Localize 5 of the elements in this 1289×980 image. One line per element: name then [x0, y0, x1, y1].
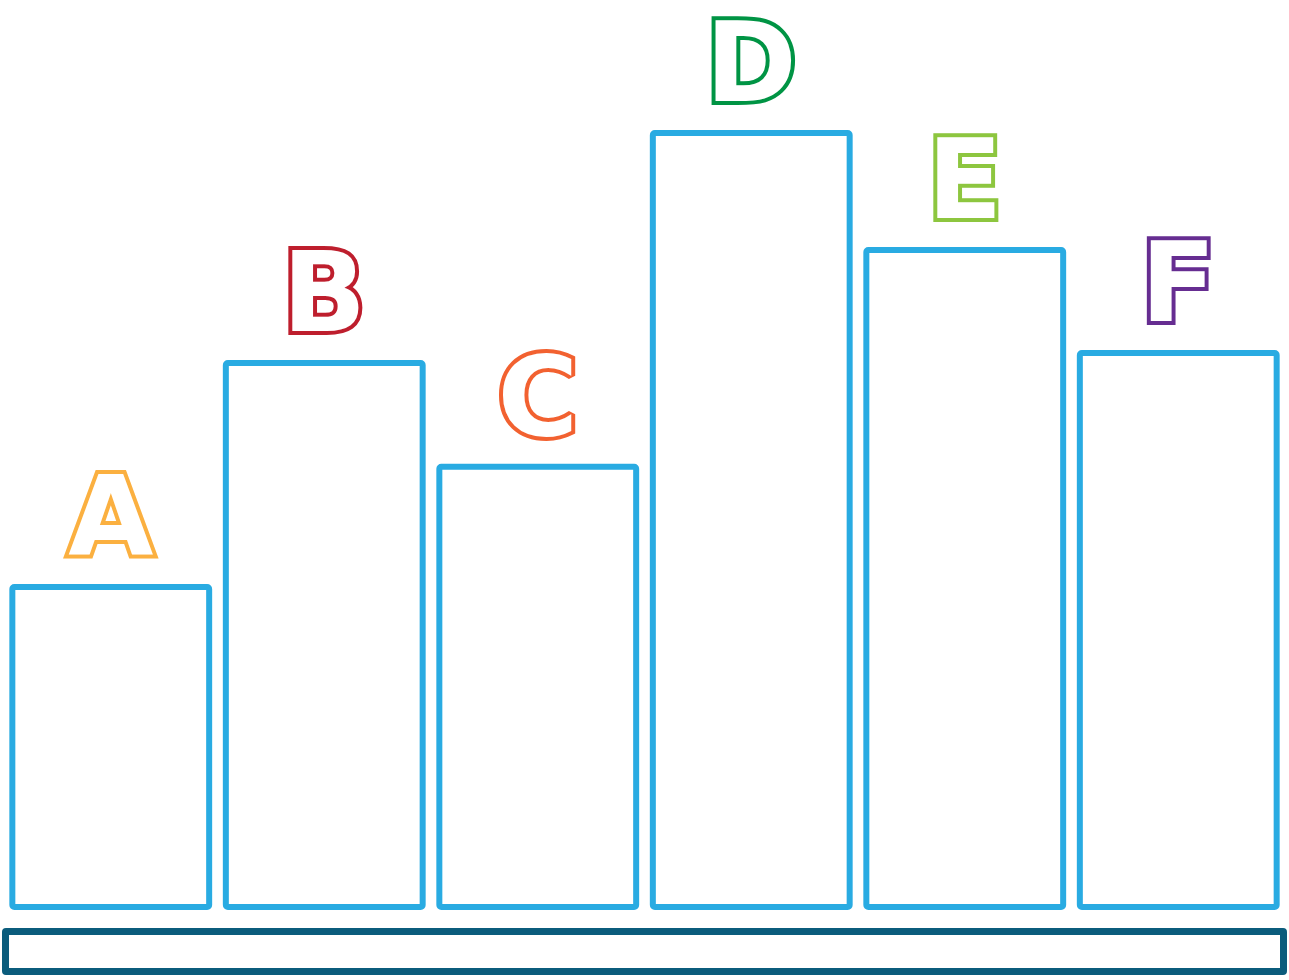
- x-tick-label: F: [1140, 218, 1216, 347]
- x-tick-label: D: [705, 0, 797, 127]
- x-tick-label: B: [282, 229, 367, 358]
- x-tick-label: E: [927, 116, 1003, 244]
- x-tick-label: C: [497, 332, 579, 461]
